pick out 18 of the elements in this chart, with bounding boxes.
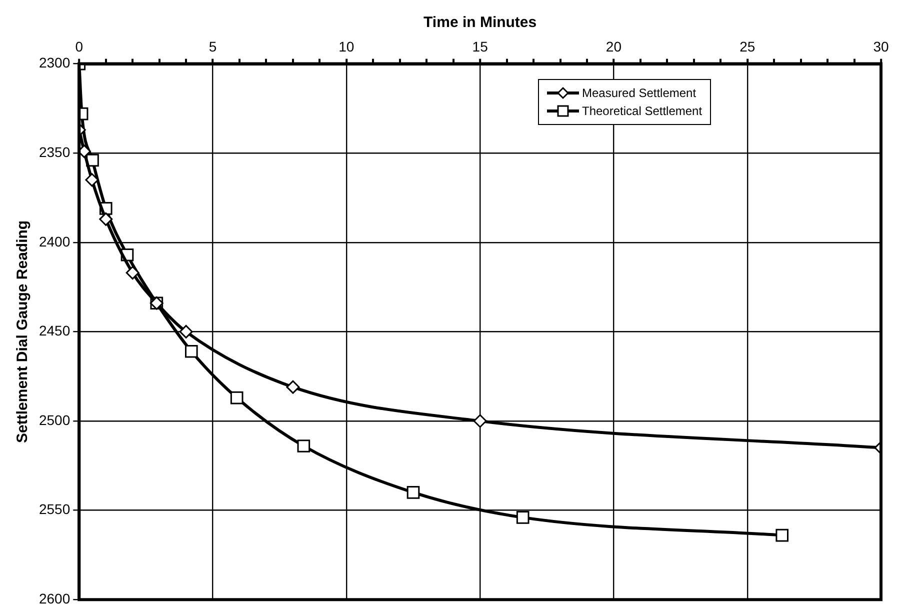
y-tick-label: 2400 <box>38 233 70 250</box>
x-tick-label: 5 <box>208 38 217 54</box>
x-tick-label: 20 <box>606 38 622 54</box>
y-tick-label: 2600 <box>38 590 70 606</box>
x-axis-title: Time in Minutes <box>424 14 537 32</box>
y-tick-label: 2500 <box>38 412 70 428</box>
x-tick-label: 0 <box>75 38 84 54</box>
y-tick-label: 2300 <box>38 54 70 71</box>
x-tick-label: 25 <box>740 38 756 54</box>
y-tick-label: 2450 <box>38 322 70 339</box>
legend-label: Measured Settlement <box>582 84 696 102</box>
y-tick-label: 2550 <box>38 501 70 518</box>
y-tick-label: 2350 <box>38 144 70 160</box>
x-tick-label: 10 <box>338 38 354 54</box>
legend-label: Theoretical Settlement <box>582 102 702 120</box>
x-tick-label: 30 <box>873 38 889 54</box>
x-tick-label: 15 <box>472 38 488 54</box>
y-axis-title: Settlement Dial Gauge Reading <box>14 220 32 443</box>
